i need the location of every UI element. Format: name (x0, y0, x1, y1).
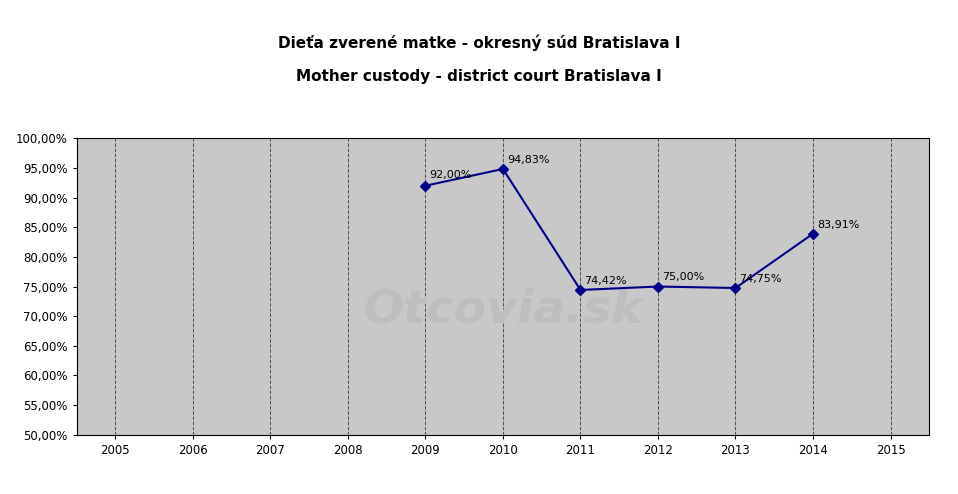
Text: Dieťa zverené matke - okresný súd Bratislava I: Dieťa zverené matke - okresný súd Bratis… (278, 35, 680, 51)
Text: 75,00%: 75,00% (662, 272, 704, 283)
Text: Otcovia.sk: Otcovia.sk (363, 288, 643, 333)
Text: 92,00%: 92,00% (429, 170, 471, 180)
Text: 74,42%: 74,42% (584, 276, 627, 286)
Text: 83,91%: 83,91% (817, 219, 859, 230)
Text: 94,83%: 94,83% (507, 155, 549, 165)
Text: 74,75%: 74,75% (740, 274, 782, 284)
Text: Mother custody - district court Bratislava I: Mother custody - district court Bratisla… (296, 69, 662, 84)
